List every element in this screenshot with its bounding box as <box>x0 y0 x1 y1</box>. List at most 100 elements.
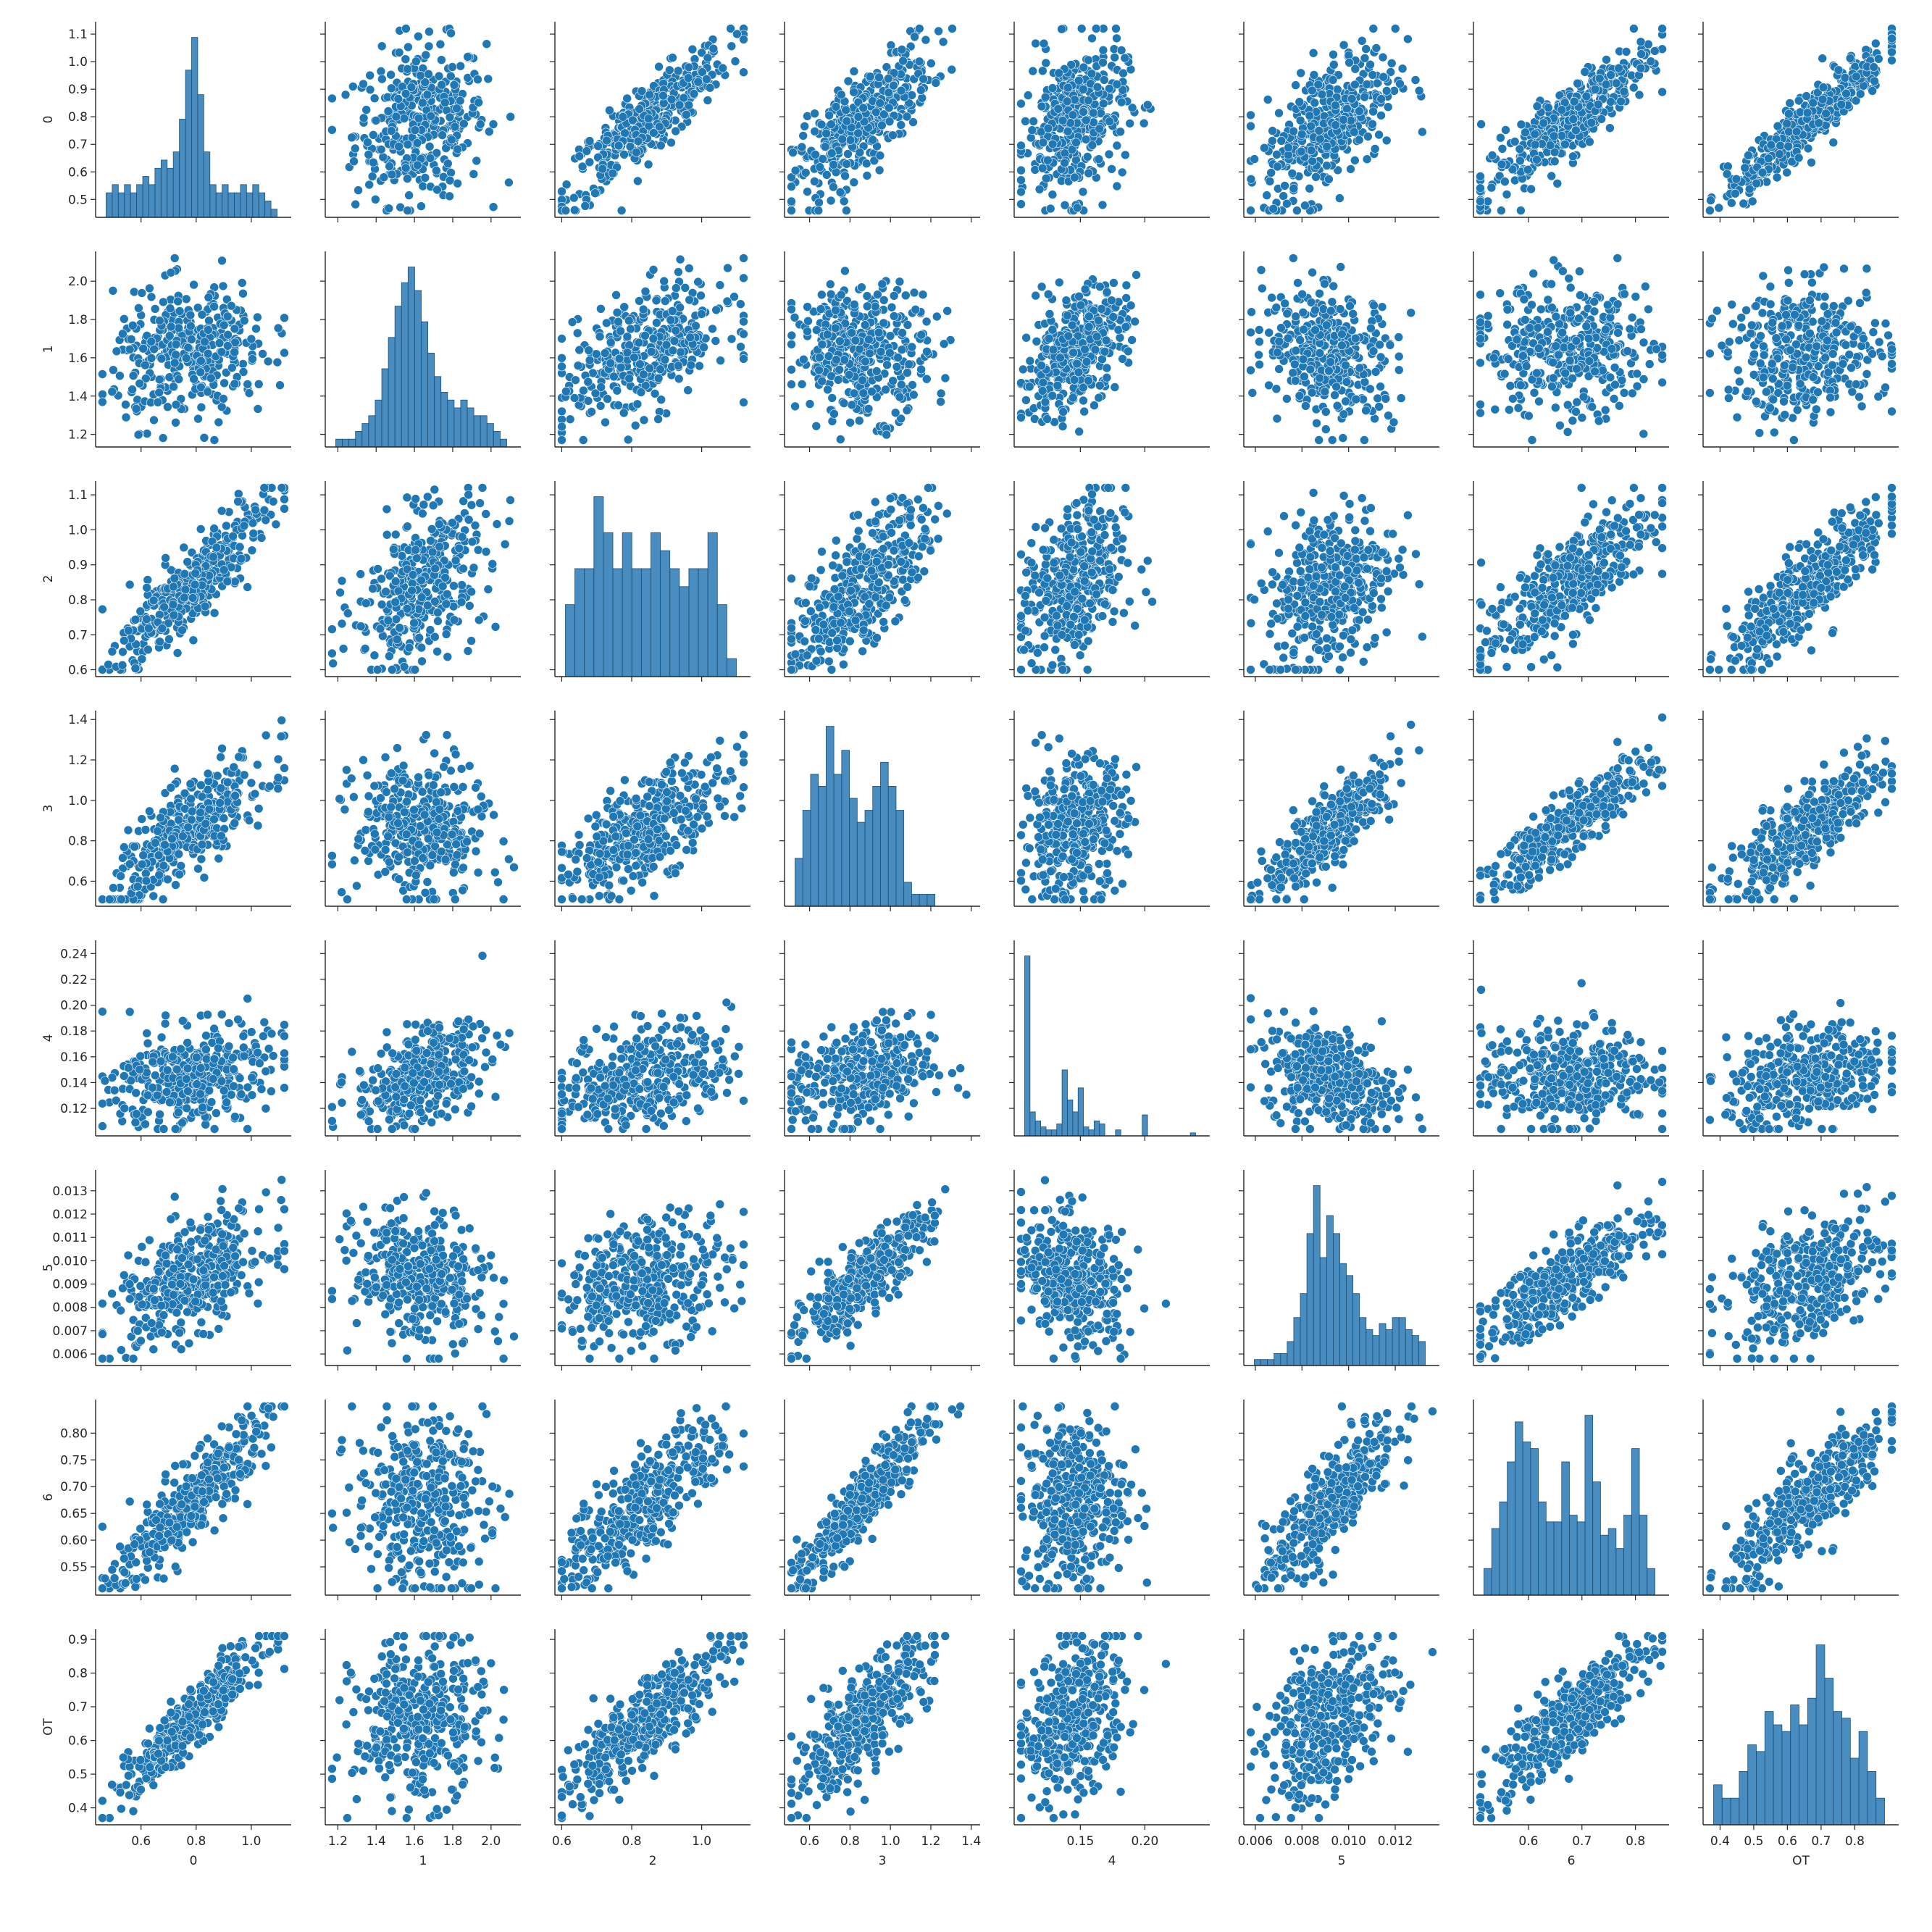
scatter-point <box>1282 198 1292 209</box>
scatter-point <box>703 53 713 63</box>
scatter-point <box>699 343 708 352</box>
scatter-point <box>1868 86 1877 96</box>
scatter-point <box>1321 425 1331 434</box>
scatter-point <box>693 277 703 287</box>
scatter-point <box>936 397 945 406</box>
scatter-point <box>1614 63 1623 73</box>
scatter-point <box>1091 24 1101 33</box>
scatter-point <box>401 163 411 173</box>
scatter-point <box>735 299 745 309</box>
scatter-point <box>574 345 585 355</box>
scatter-point <box>243 380 253 389</box>
scatter-point <box>934 26 943 36</box>
scatter-point <box>1094 316 1103 325</box>
scatter-point <box>1271 303 1281 312</box>
scatter-point <box>1043 155 1053 165</box>
scatter-point <box>839 398 849 408</box>
scatter-point <box>98 369 107 379</box>
scatter-point <box>811 421 821 431</box>
histogram-bar <box>191 37 198 218</box>
scatter-point <box>1016 141 1026 151</box>
histogram-bar <box>447 399 455 448</box>
scatter-point <box>715 280 725 290</box>
scatter-point <box>1306 121 1316 131</box>
scatter-point <box>189 374 198 384</box>
scatter-point <box>1274 108 1284 118</box>
scatter-point <box>1476 358 1485 368</box>
scatter-point <box>137 288 147 298</box>
histogram-bar <box>154 167 162 218</box>
scatter-point <box>1268 136 1277 146</box>
scatter-point <box>1080 344 1090 354</box>
scatter-point <box>739 254 748 263</box>
scatter-point <box>230 347 240 357</box>
scatter-point <box>1055 277 1064 288</box>
scatter-point <box>420 173 430 183</box>
scatter-point <box>1476 196 1485 206</box>
scatter-point <box>1814 118 1823 127</box>
scatter-point <box>1291 311 1300 322</box>
scatter-point <box>393 94 403 104</box>
scatter-point <box>1322 141 1331 151</box>
scatter-point <box>203 387 213 397</box>
panel-1-vs-2 <box>550 251 750 452</box>
scatter-point <box>1246 121 1255 131</box>
scatter-point <box>1418 127 1427 137</box>
scatter-point <box>675 254 685 264</box>
scatter-point <box>1621 47 1631 57</box>
histogram-bar <box>414 290 422 448</box>
scatter-point <box>896 120 906 130</box>
scatter-point <box>840 355 849 365</box>
scatter-point <box>1055 353 1065 363</box>
scatter-point <box>1791 127 1802 137</box>
scatter-point <box>1341 396 1350 406</box>
panel-1-vs-6 <box>1468 251 1669 452</box>
scatter-point <box>1079 107 1088 117</box>
scatter-point <box>379 172 389 182</box>
scatter-point <box>871 301 880 311</box>
scatter-point <box>434 71 444 81</box>
scatter-point <box>488 120 498 129</box>
scatter-point <box>1818 83 1828 92</box>
scatter-point <box>146 292 156 302</box>
scatter-point <box>1870 76 1879 86</box>
scatter-point <box>569 205 580 215</box>
scatter-point <box>1619 87 1629 96</box>
scatter-point <box>1108 312 1118 322</box>
scatter-point <box>1342 104 1352 114</box>
scatter-point <box>1058 422 1068 431</box>
scatter-point <box>1322 161 1331 170</box>
scatter-point <box>1855 89 1865 99</box>
scatter-point <box>885 103 894 113</box>
scatter-point <box>227 363 237 372</box>
scatter-point <box>1500 369 1510 379</box>
scatter-point <box>1350 80 1360 90</box>
scatter-point <box>1394 333 1404 342</box>
scatter-point <box>855 416 864 426</box>
scatter-point <box>817 340 827 349</box>
scatter-point <box>1307 388 1317 398</box>
scatter-point <box>1543 295 1553 305</box>
scatter-point <box>1099 99 1108 109</box>
scatter-point <box>897 45 907 54</box>
scatter-point <box>608 169 618 178</box>
panel-0-vs-2 <box>550 22 750 222</box>
scatter-point <box>787 330 797 340</box>
scatter-point <box>843 76 853 86</box>
scatter-point <box>1501 125 1510 135</box>
scatter-point <box>1291 346 1301 356</box>
scatter-point <box>1282 394 1292 403</box>
scatter-point <box>1335 304 1345 314</box>
scatter-point <box>1074 427 1084 437</box>
scatter-point <box>449 80 459 90</box>
scatter-point <box>1366 384 1375 394</box>
scatter-point <box>1794 153 1804 163</box>
scatter-point <box>1345 58 1354 67</box>
scatter-point <box>1021 117 1030 126</box>
scatter-point <box>1335 193 1345 203</box>
scatter-point <box>189 280 198 290</box>
scatter-point <box>1326 357 1335 367</box>
scatter-point <box>1731 174 1741 184</box>
scatter-point <box>164 331 175 340</box>
scatter-point <box>614 317 623 327</box>
